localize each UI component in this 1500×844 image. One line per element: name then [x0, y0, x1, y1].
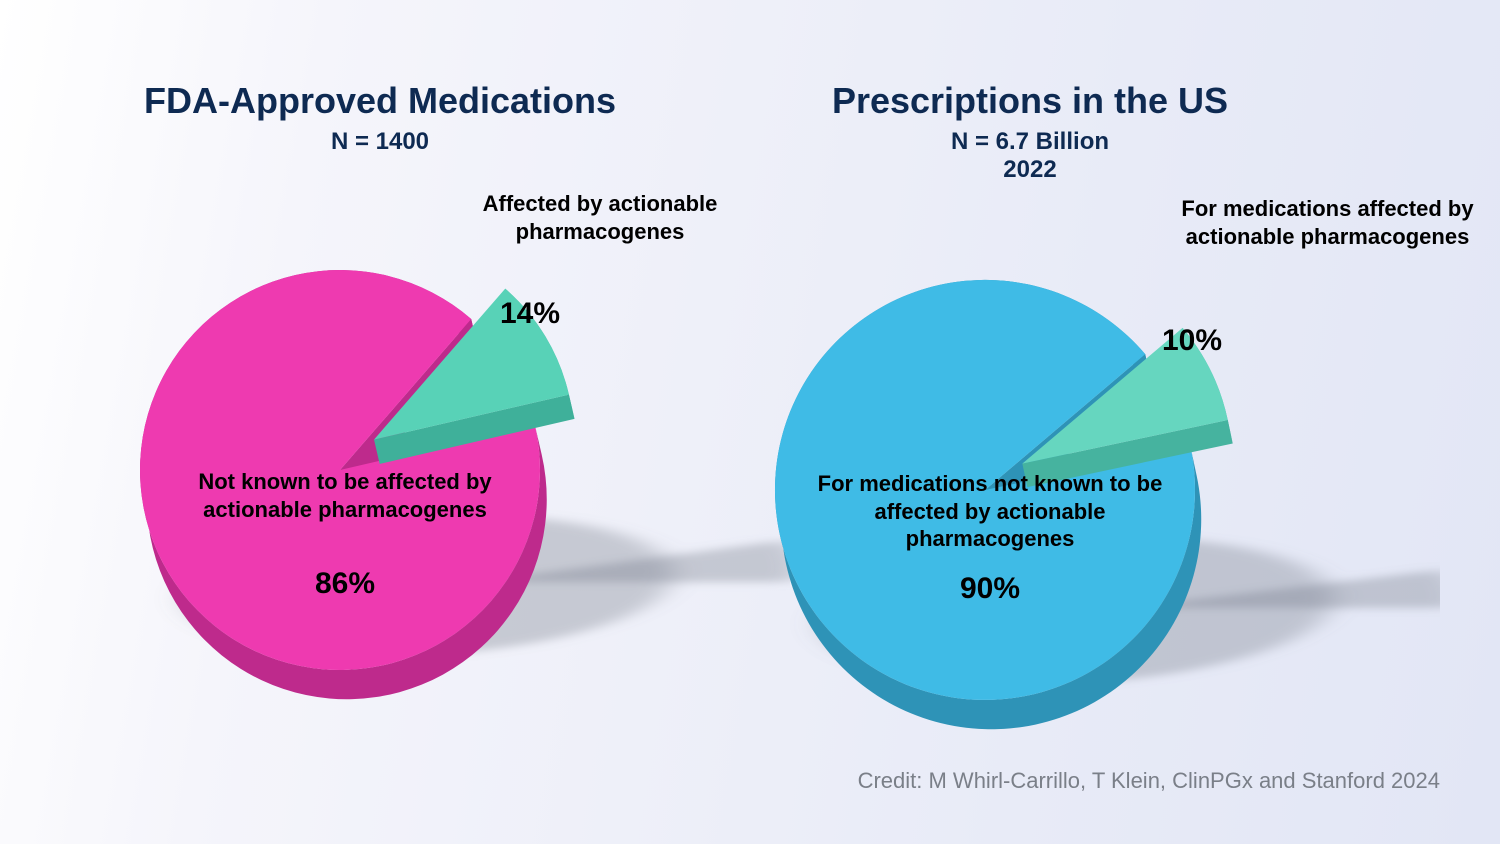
slice-label-text: Not known to be affected by actionable p… [198, 469, 491, 522]
slice-value-text: 90% [960, 572, 1020, 605]
slice-value-rx-major: 90% [805, 570, 1175, 608]
chart-subtitle-rx: N = 6.7 Billion 2022 [750, 128, 1310, 184]
slice-value-text: 86% [315, 567, 375, 600]
slice-label-rx-major: For medications not known to be affected… [805, 470, 1175, 553]
slice-label-text: For medications not known to be affected… [818, 471, 1163, 551]
chart-title-fda: FDA-Approved Medications [100, 80, 660, 122]
slice-value-text: 10% [1162, 324, 1222, 357]
slice-value-fda-major: 86% [185, 565, 505, 603]
slice-label-text: For medications affected by actionable p… [1181, 196, 1473, 249]
slice-label-rx-minor: For medications affected by actionable p… [1175, 195, 1480, 250]
slice-value-text: 14% [500, 297, 560, 330]
slice-label-fda-major: Not known to be affected by actionable p… [185, 468, 505, 523]
chart-title-rx: Prescriptions in the US [750, 80, 1310, 122]
slice-value-fda-minor: 14% [470, 295, 590, 333]
slice-value-rx-minor: 10% [1132, 322, 1252, 360]
chart-subtitle-fda: N = 1400 [100, 128, 660, 156]
credit-line: Credit: M Whirl-Carrillo, T Klein, ClinP… [858, 768, 1440, 794]
